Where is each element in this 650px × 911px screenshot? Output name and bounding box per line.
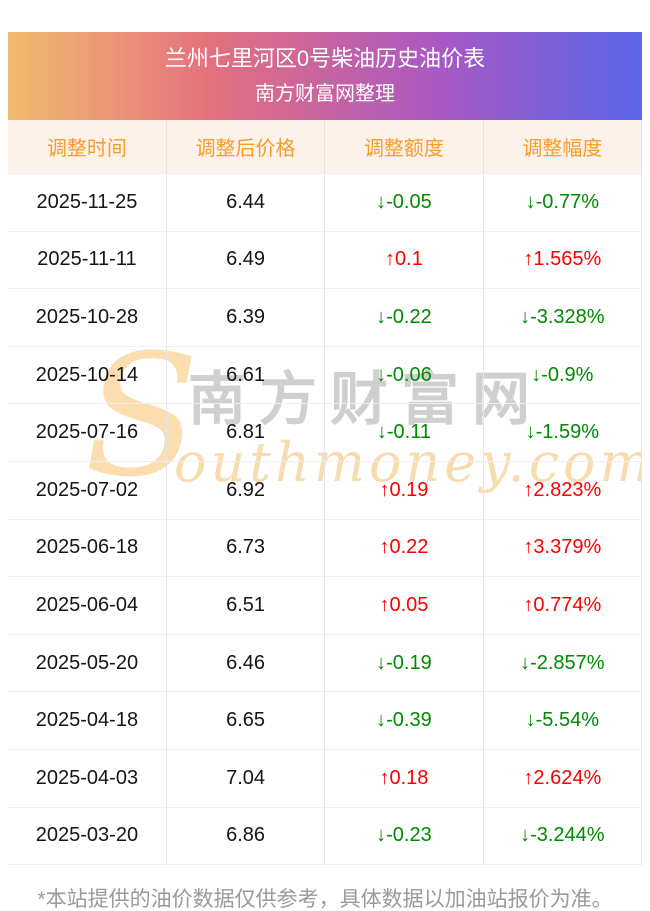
table-row: 2025-04-18 6.65 ↓-0.39 ↓-5.54% xyxy=(8,691,643,750)
change-cell: ↓-0.39 xyxy=(324,691,484,750)
table-wrap: S 南方财富网 outhmoney.com 调整时间 调整后价格 调整额度 调整幅度 … xyxy=(8,120,643,866)
pct-cell: ↑2.624% xyxy=(483,749,643,808)
table-row: 2025-06-04 6.51 ↑0.05 ↑0.774% xyxy=(8,576,643,635)
price-cell: 6.44 xyxy=(166,173,326,232)
date-cell: 2025-11-11 xyxy=(8,231,167,290)
date-cell: 2025-06-18 xyxy=(8,519,167,578)
date-cell: 2025-07-02 xyxy=(8,461,167,520)
pct-cell: ↑3.379% xyxy=(483,519,643,578)
price-table: 调整时间 调整后价格 调整额度 调整幅度 2025-11-25 6.44 ↓-0.05 ↓-… xyxy=(8,120,643,866)
table-row: 2025-10-28 6.39 ↓-0.22 ↓-3.328% xyxy=(8,288,643,347)
price-cell: 6.73 xyxy=(166,519,326,578)
change-cell: ↑0.05 xyxy=(324,576,484,635)
pct-cell: ↓-5.54% xyxy=(483,691,643,750)
table-row: 2025-07-16 6.81 ↓-0.11 ↓-1.59% xyxy=(8,403,643,462)
pct-cell: ↓-3.244% xyxy=(483,807,643,866)
change-cell: ↓-0.23 xyxy=(324,807,484,866)
column-header-4: 调整幅度 xyxy=(483,120,643,174)
header-row: 调整时间 调整后价格 调整额度 调整幅度 xyxy=(8,120,643,174)
date-cell: 2025-04-03 xyxy=(8,749,167,808)
pct-cell: ↑1.565% xyxy=(483,231,643,290)
table-row: 2025-03-20 6.86 ↓-0.23 ↓-3.244% xyxy=(8,807,643,866)
table-row: 2025-06-18 6.73 ↑0.22 ↑3.379% xyxy=(8,519,643,578)
page-title: 兰州七里河区0号柴油历史油价表 xyxy=(164,46,486,71)
table-row: 2025-11-11 6.49 ↑0.1 ↑1.565% xyxy=(8,231,643,290)
change-cell: ↑0.22 xyxy=(324,519,484,578)
table-row: 2025-10-14 6.61 ↓-0.06 ↓-0.9% xyxy=(8,346,643,405)
change-cell: ↑0.18 xyxy=(324,749,484,808)
price-cell: 6.92 xyxy=(166,461,326,520)
date-cell: 2025-04-18 xyxy=(8,691,167,750)
change-cell: ↓-0.19 xyxy=(324,634,484,693)
date-cell: 2025-05-20 xyxy=(8,634,167,693)
price-cell: 6.86 xyxy=(166,807,326,866)
title-banner: 兰州七里河区0号柴油历史油价表 南方财富网整理 xyxy=(8,32,642,120)
change-cell: ↓-0.05 xyxy=(324,173,484,232)
page-subtitle: 南方财富网整理 xyxy=(255,83,395,105)
pct-cell: ↓-2.857% xyxy=(483,634,643,693)
table-row: 2025-04-03 7.04 ↑0.18 ↑2.624% xyxy=(8,749,643,808)
column-header-2: 调整后价格 xyxy=(166,120,326,174)
change-cell: ↓-0.06 xyxy=(324,346,484,405)
footer-note: *本站提供的油价数据仅供参考，具体数据以加油站报价为准。 xyxy=(37,888,613,911)
price-table-body: 2025-11-25 6.44 ↓-0.05 ↓-0.77% 2025-11-11 6.4… xyxy=(8,173,643,866)
change-cell: ↑0.19 xyxy=(324,461,484,520)
date-cell: 2025-11-25 xyxy=(8,173,167,232)
price-cell: 6.81 xyxy=(166,403,326,462)
pct-cell: ↓-3.328% xyxy=(483,288,643,347)
pct-cell: ↓-1.59% xyxy=(483,403,643,462)
change-cell: ↓-0.11 xyxy=(324,403,484,462)
price-cell: 6.49 xyxy=(166,231,326,290)
column-header-1: 调整时间 xyxy=(8,120,167,174)
table-row: 2025-05-20 6.46 ↓-0.19 ↓-2.857% xyxy=(8,634,643,693)
change-cell: ↓-0.22 xyxy=(324,288,484,347)
price-cell: 6.51 xyxy=(166,576,326,635)
pct-cell: ↑2.823% xyxy=(483,461,643,520)
price-cell: 6.61 xyxy=(166,346,326,405)
date-cell: 2025-10-14 xyxy=(8,346,167,405)
change-cell: ↑0.1 xyxy=(324,231,484,290)
price-cell: 6.46 xyxy=(166,634,326,693)
price-table-header: 调整时间 调整后价格 调整额度 调整幅度 xyxy=(8,120,643,174)
date-cell: 2025-03-20 xyxy=(8,807,167,866)
date-cell: 2025-07-16 xyxy=(8,403,167,462)
price-cell: 6.65 xyxy=(166,691,326,750)
price-cell: 7.04 xyxy=(166,749,326,808)
price-cell: 6.39 xyxy=(166,288,326,347)
pct-cell: ↓-0.77% xyxy=(483,173,643,232)
table-row: 2025-07-02 6.92 ↑0.19 ↑2.823% xyxy=(8,461,643,520)
date-cell: 2025-06-04 xyxy=(8,576,167,635)
pct-cell: ↓-0.9% xyxy=(483,346,643,405)
column-header-3: 调整额度 xyxy=(324,120,484,174)
date-cell: 2025-10-28 xyxy=(8,288,167,347)
pct-cell: ↑0.774% xyxy=(483,576,643,635)
table-row: 2025-11-25 6.44 ↓-0.05 ↓-0.77% xyxy=(8,173,643,232)
